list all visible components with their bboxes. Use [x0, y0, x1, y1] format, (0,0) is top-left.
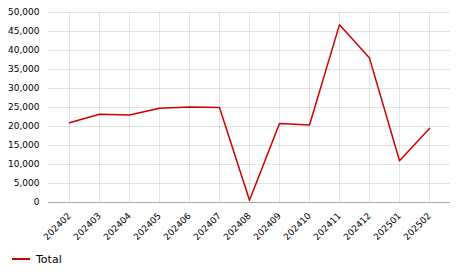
svg-text:202412: 202412 [342, 211, 373, 242]
svg-text:45,000: 45,000 [8, 26, 40, 36]
svg-text:202408: 202408 [222, 211, 254, 243]
svg-text:50,000: 50,000 [8, 7, 40, 17]
svg-text:20,000: 20,000 [8, 121, 40, 131]
svg-text:202402: 202402 [42, 211, 73, 242]
html-text:Total: Total [36, 252, 62, 266]
svg-text:40,000: 40,000 [8, 45, 40, 55]
svg-text:202501: 202501 [372, 211, 403, 242]
svg-text:202405: 202405 [132, 211, 163, 242]
svg-text:202403: 202403 [72, 211, 103, 242]
svg-text:35,000: 35,000 [8, 64, 40, 74]
svg-text:25,000: 25,000 [8, 102, 40, 112]
svg-text:10,000: 10,000 [8, 159, 40, 169]
svg-text:0: 0 [34, 197, 40, 207]
svg-text:30,000: 30,000 [8, 83, 40, 93]
svg-text:202410: 202410 [282, 211, 314, 243]
svg-text:15,000: 15,000 [8, 140, 40, 150]
svg-text:202502: 202502 [402, 211, 433, 242]
svg-text:202404: 202404 [102, 211, 134, 243]
svg-text:202411: 202411 [312, 211, 343, 242]
svg-text:202407: 202407 [192, 211, 223, 242]
svg-text:5,000: 5,000 [14, 178, 40, 188]
svg-text:202409: 202409 [252, 211, 284, 243]
svg-text:202406: 202406 [162, 211, 194, 243]
